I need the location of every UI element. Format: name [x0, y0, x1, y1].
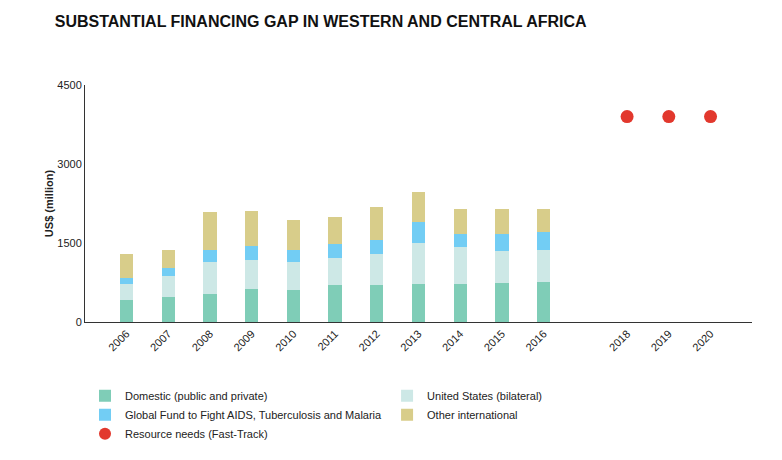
svg-text:United States (bilateral): United States (bilateral): [427, 390, 542, 402]
svg-text:SUBSTANTIAL FINANCING GAP IN W: SUBSTANTIAL FINANCING GAP IN WESTERN AND…: [55, 13, 587, 30]
svg-text:1500: 1500: [57, 237, 81, 249]
svg-text:2008: 2008: [189, 328, 215, 354]
svg-text:0: 0: [76, 316, 82, 328]
svg-text:Global Fund to Fight AIDS, Tub: Global Fund to Fight AIDS, Tuberculosis …: [125, 409, 382, 421]
svg-text:US$ (million): US$ (million): [43, 170, 55, 238]
svg-text:Domestic (public and private): Domestic (public and private): [125, 390, 267, 402]
svg-text:Other international: Other international: [427, 409, 518, 421]
svg-text:2014: 2014: [440, 328, 466, 354]
svg-text:2016: 2016: [523, 328, 549, 354]
svg-text:Resource needs (Fast-Track): Resource needs (Fast-Track): [125, 428, 268, 440]
svg-text:2009: 2009: [231, 328, 257, 354]
svg-text:2015: 2015: [481, 328, 507, 354]
svg-text:2006: 2006: [106, 328, 132, 354]
svg-text:3000: 3000: [57, 158, 81, 170]
svg-text:2012: 2012: [356, 328, 382, 354]
svg-text:4500: 4500: [57, 79, 81, 91]
svg-text:2007: 2007: [148, 328, 174, 354]
svg-text:2010: 2010: [273, 328, 299, 354]
svg-text:2013: 2013: [398, 328, 424, 354]
svg-text:2019: 2019: [648, 328, 674, 354]
svg-text:2020: 2020: [690, 328, 716, 354]
svg-text:2011: 2011: [315, 328, 340, 353]
svg-text:2018: 2018: [607, 328, 633, 354]
